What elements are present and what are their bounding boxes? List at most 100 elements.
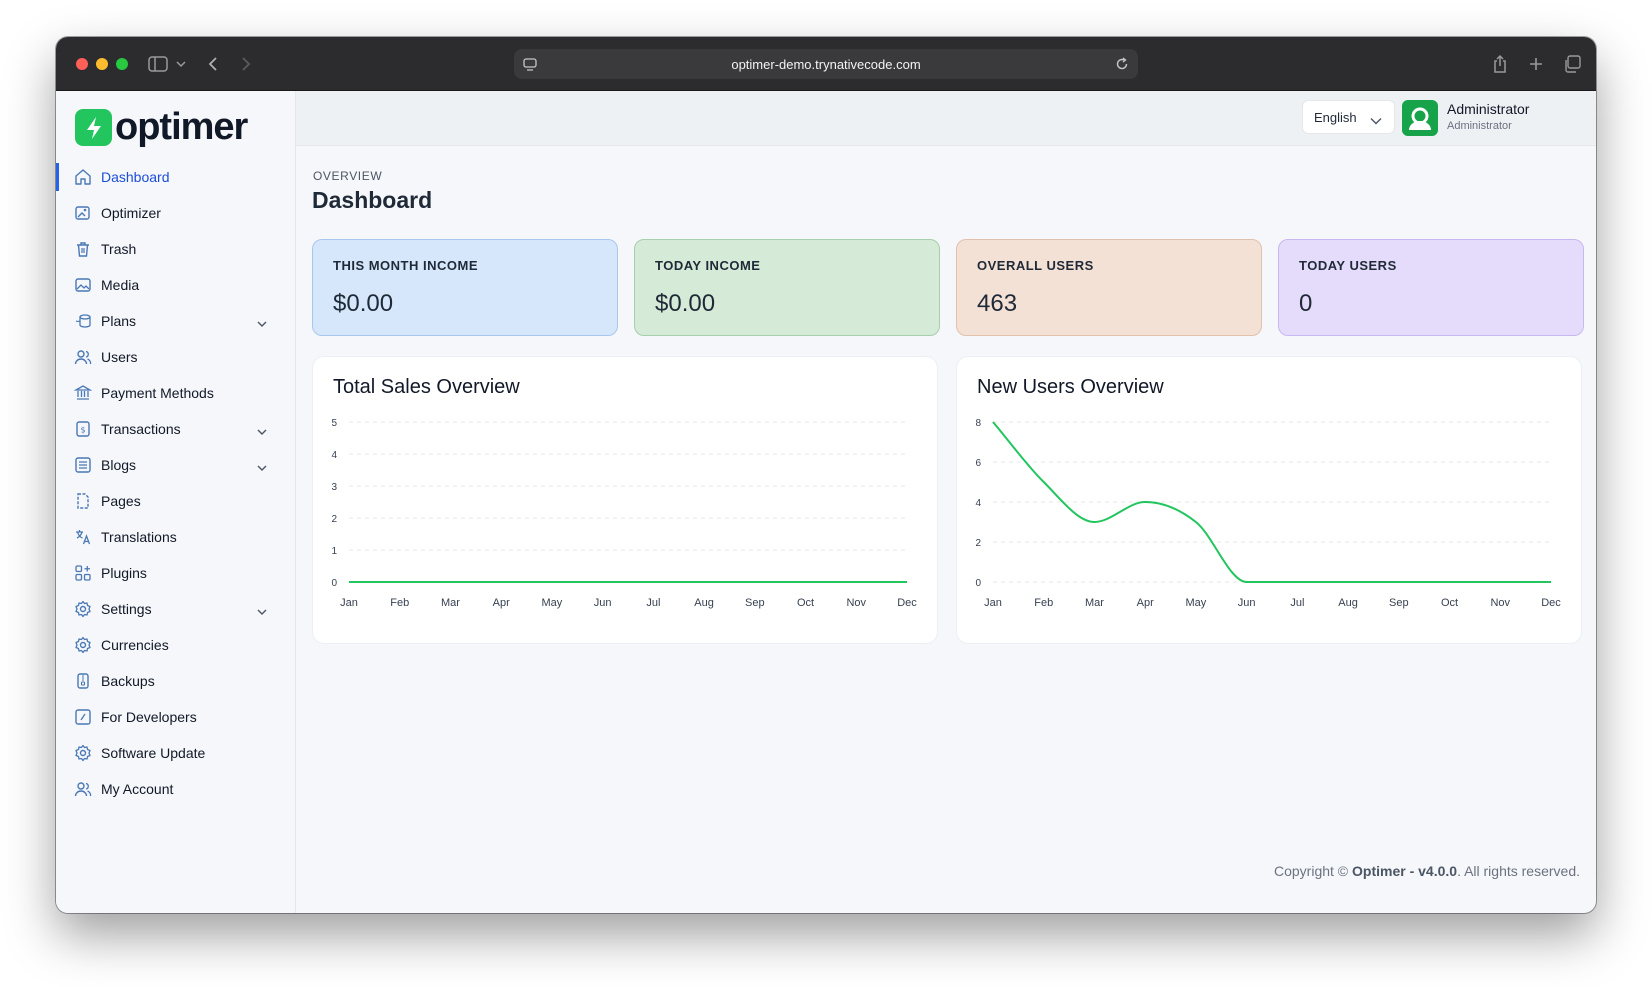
sidebar-item-transactions[interactable]: $ Transactions bbox=[56, 411, 296, 447]
chevron-down-icon[interactable] bbox=[169, 52, 193, 76]
stat-card-today-users: TODAY USERS 0 bbox=[1278, 239, 1584, 336]
reload-icon[interactable] bbox=[1114, 56, 1130, 75]
sidebar-item-plugins[interactable]: Plugins bbox=[56, 555, 296, 591]
sidebar-item-label: Media bbox=[101, 277, 140, 293]
sidebar-item-dashboard[interactable]: Dashboard bbox=[56, 159, 296, 195]
address-bar[interactable]: optimer-demo.trynativecode.com bbox=[514, 49, 1138, 79]
footer-product: Optimer - v4.0.0 bbox=[1352, 863, 1458, 879]
series-line bbox=[992, 421, 1551, 583]
sidebar-item-blogs[interactable]: Blogs bbox=[56, 447, 296, 483]
x-tick-label: Feb bbox=[390, 597, 409, 609]
stat-value: $0.00 bbox=[655, 290, 716, 317]
sidebar-item-payment-methods[interactable]: Payment Methods bbox=[56, 375, 296, 411]
back-icon[interactable] bbox=[201, 52, 225, 76]
backup-icon bbox=[74, 672, 92, 690]
user-name[interactable]: Administrator bbox=[1447, 101, 1530, 117]
pages-icon bbox=[74, 492, 92, 510]
forward-icon[interactable] bbox=[234, 52, 258, 76]
stat-card-today-income: TODAY INCOME $0.00 bbox=[634, 239, 940, 336]
sidebar-item-label: Payment Methods bbox=[101, 385, 214, 401]
plugins-icon bbox=[74, 564, 92, 582]
sidebar-item-settings[interactable]: Settings bbox=[56, 591, 296, 627]
page-title: Dashboard bbox=[312, 187, 433, 213]
gear-icon bbox=[74, 600, 92, 618]
new-tab-icon[interactable] bbox=[1524, 52, 1548, 76]
sidebar-item-label: Users bbox=[101, 349, 138, 365]
language-select[interactable]: English bbox=[1302, 100, 1395, 134]
new-users-chart-card: 0 2 4 6 8 Jan Feb Mar Apr May Jun Jul Aug Sep Oct Nov De… bbox=[956, 356, 1582, 644]
sidebar-item-plans[interactable]: Plans bbox=[56, 303, 296, 339]
stat-card-overall-users: OVERALL USERS 463 bbox=[956, 239, 1262, 336]
sidebar-item-label: My Account bbox=[101, 781, 174, 797]
sidebar-item-label: For Developers bbox=[101, 709, 197, 725]
avatar[interactable] bbox=[1402, 100, 1438, 136]
url-text: optimer-demo.trynativecode.com bbox=[731, 56, 921, 72]
x-tick-label: Sep bbox=[745, 597, 765, 609]
footer-copyright: Copyright © Optimer - v4.0.0. All rights… bbox=[1274, 863, 1580, 879]
sidebar-item-label: Plugins bbox=[101, 565, 147, 581]
y-tick-label: 0 bbox=[975, 578, 981, 589]
stat-card-this-month-income: THIS MONTH INCOME $0.00 bbox=[312, 239, 618, 336]
stat-label: TODAY USERS bbox=[1299, 258, 1397, 273]
close-window-button[interactable] bbox=[76, 58, 88, 70]
maximize-window-button[interactable] bbox=[116, 58, 128, 70]
language-value: English bbox=[1314, 109, 1357, 125]
page-eyebrow: OVERVIEW bbox=[313, 169, 383, 183]
x-tick-label: Mar bbox=[441, 597, 460, 609]
sidebar-item-translations[interactable]: Translations bbox=[56, 519, 296, 555]
x-tick-label: Nov bbox=[846, 597, 866, 609]
chart-title: New Users Overview bbox=[977, 376, 1164, 398]
y-tick-label: 1 bbox=[331, 546, 337, 557]
x-tick-label: Jul bbox=[646, 597, 660, 609]
sidebar-item-users[interactable]: Users bbox=[56, 339, 296, 375]
sidebar-item-backups[interactable]: Backups bbox=[56, 663, 296, 699]
sidebar-item-currencies[interactable]: Currencies bbox=[56, 627, 296, 663]
sidebar-toggle-icon[interactable] bbox=[146, 52, 170, 76]
translate-icon bbox=[74, 528, 92, 546]
sidebar-item-trash[interactable]: Trash bbox=[56, 231, 296, 267]
x-tick-label: Oct bbox=[1441, 597, 1458, 609]
sidebar-item-pages[interactable]: Pages bbox=[56, 483, 296, 519]
stat-label: OVERALL USERS bbox=[977, 258, 1094, 273]
y-tick-label: 2 bbox=[331, 514, 337, 525]
stat-value: 0 bbox=[1299, 290, 1313, 317]
x-tick-label: Nov bbox=[1490, 597, 1510, 609]
home-icon bbox=[74, 168, 92, 186]
code-icon bbox=[74, 708, 92, 726]
sidebar-item-label: Blogs bbox=[101, 457, 137, 473]
stat-value: $0.00 bbox=[333, 290, 394, 317]
brand-name: optimer bbox=[115, 106, 248, 148]
total-sales-chart-card: 0 1 2 3 4 5 Jan Feb Mar Apr May Jun Jul Aug Sep Oct Nov D… bbox=[312, 356, 938, 644]
image-edit-icon bbox=[74, 204, 92, 222]
y-tick-label: 5 bbox=[331, 418, 337, 429]
footer-suffix: . All rights reserved. bbox=[1457, 863, 1580, 879]
sidebar-item-media[interactable]: Media bbox=[56, 267, 296, 303]
x-tick-label: Aug bbox=[694, 597, 714, 609]
x-tick-label: Feb bbox=[1034, 597, 1053, 609]
minimize-window-button[interactable] bbox=[96, 58, 108, 70]
x-tick-label: Sep bbox=[1389, 597, 1409, 609]
tab-overview-icon[interactable] bbox=[1560, 52, 1584, 76]
gear-icon bbox=[74, 636, 92, 654]
receipt-icon: $ bbox=[74, 420, 92, 438]
page-settings-icon[interactable] bbox=[522, 56, 538, 75]
footer-prefix: Copyright © bbox=[1274, 863, 1353, 879]
user-avatar-icon bbox=[1409, 107, 1431, 130]
chart-title: Total Sales Overview bbox=[333, 376, 520, 398]
y-tick-label: 6 bbox=[975, 458, 981, 469]
sidebar-item-label: Software Update bbox=[101, 745, 206, 761]
brand-logo[interactable]: optimer bbox=[75, 106, 248, 148]
sidebar-item-my-account[interactable]: My Account bbox=[56, 771, 296, 807]
share-icon[interactable] bbox=[1488, 52, 1512, 76]
sidebar-item-optimizer[interactable]: Optimizer bbox=[56, 195, 296, 231]
bolt-icon bbox=[75, 109, 112, 146]
y-tick-label: 3 bbox=[331, 482, 337, 493]
sidebar-item-software-update[interactable]: Software Update bbox=[56, 735, 296, 771]
x-tick-label: Jun bbox=[594, 597, 612, 609]
total-sales-chart: 0 1 2 3 4 5 Jan Feb Mar Apr May Jun Jul Aug Sep Oct Nov D… bbox=[331, 418, 917, 609]
sidebar-item-for-developers[interactable]: For Developers bbox=[56, 699, 296, 735]
stat-label: TODAY INCOME bbox=[655, 258, 761, 273]
stat-label: THIS MONTH INCOME bbox=[333, 258, 478, 273]
sidebar-item-label: Pages bbox=[101, 493, 141, 509]
stat-value: 463 bbox=[977, 290, 1018, 317]
